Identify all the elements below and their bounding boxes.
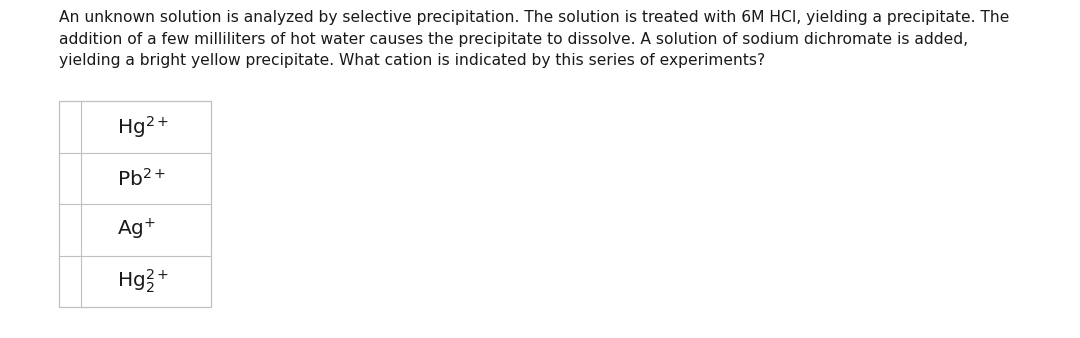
Text: $\mathregular{Ag^{+}}$: $\mathregular{Ag^{+}}$ [118,217,157,242]
Bar [59,101,211,307]
Text: $\mathregular{Hg_2^{2+}}$: $\mathregular{Hg_2^{2+}}$ [118,267,170,295]
Text: An unknown solution is analyzed by selective precipitation. The solution is trea: An unknown solution is analyzed by selec… [59,10,1010,68]
Text: $\mathregular{Hg^{2+}}$: $\mathregular{Hg^{2+}}$ [118,114,170,140]
Text: $\mathregular{Pb^{2+}}$: $\mathregular{Pb^{2+}}$ [118,168,166,189]
